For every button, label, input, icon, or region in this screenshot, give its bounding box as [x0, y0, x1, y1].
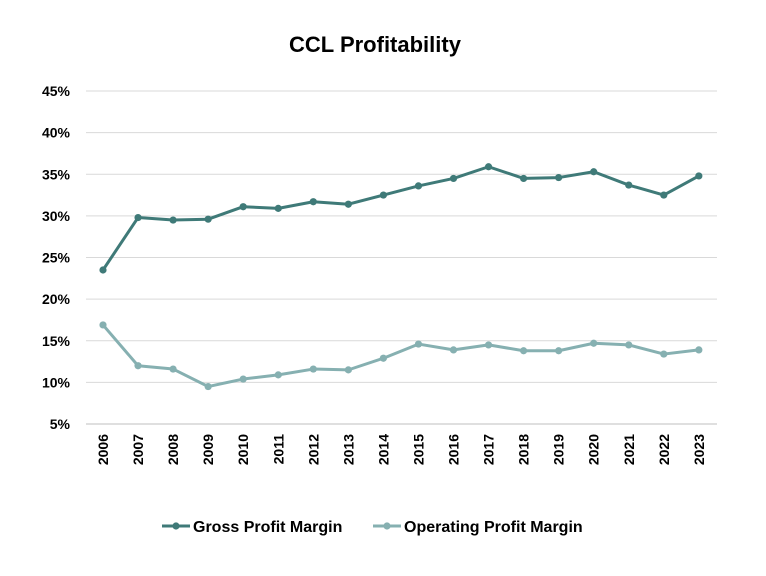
- legend-label: Gross Profit Margin: [193, 519, 342, 536]
- y-tick-label: 25%: [42, 250, 71, 266]
- y-tick-label: 5%: [50, 416, 71, 432]
- data-point: [344, 366, 352, 374]
- data-point: [520, 174, 528, 183]
- y-tick-label: 35%: [42, 166, 71, 182]
- legend-item: Operating Profit Margin: [373, 519, 583, 536]
- series-operating-profit-margin: [99, 321, 703, 391]
- x-tick-label: 2018: [516, 434, 532, 465]
- data-point: [274, 371, 282, 379]
- x-tick-label: 2020: [586, 434, 602, 465]
- y-tick-label: 45%: [42, 83, 71, 99]
- data-point: [169, 365, 177, 373]
- data-point: [695, 172, 703, 180]
- data-point: [309, 365, 317, 373]
- x-tick-label: 2007: [130, 434, 146, 465]
- y-tick-label: 40%: [42, 125, 71, 141]
- data-point: [344, 200, 352, 208]
- y-axis-ticks: 5% 10% 15% 20% 25% 30% 35% 40% 45%: [42, 83, 71, 432]
- data-point: [134, 213, 142, 222]
- legend-marker: [172, 522, 180, 530]
- x-tick-label: 2014: [375, 434, 391, 465]
- data-point: [204, 215, 212, 223]
- y-tick-label: 20%: [42, 291, 71, 307]
- chart-title: CCL Profitability: [289, 32, 462, 57]
- data-point: [590, 168, 598, 176]
- x-tick-label: 2023: [691, 434, 707, 465]
- data-point: [555, 347, 563, 355]
- series-group: [99, 163, 703, 391]
- legend: Gross Profit Margin Operating Profit Marg…: [162, 519, 583, 536]
- data-point: [625, 341, 633, 349]
- legend-label: Operating Profit Margin: [404, 519, 583, 536]
- data-point: [414, 182, 423, 190]
- data-point: [449, 346, 458, 354]
- x-tick-label: 2017: [481, 434, 497, 465]
- data-point: [239, 203, 247, 211]
- data-point: [660, 350, 668, 358]
- data-point: [590, 339, 598, 347]
- data-point: [309, 198, 317, 206]
- data-point: [484, 341, 493, 349]
- x-tick-label: 2008: [165, 434, 181, 465]
- x-tick-label: 2016: [446, 434, 462, 465]
- y-tick-label: 30%: [42, 208, 71, 224]
- series-line: [101, 323, 700, 389]
- x-tick-label: 2006: [95, 434, 111, 465]
- data-point: [555, 173, 563, 182]
- data-point: [134, 362, 142, 370]
- data-point: [99, 321, 107, 329]
- x-tick-label: 2012: [305, 434, 321, 465]
- series-line: [101, 165, 700, 271]
- y-tick-label: 10%: [42, 374, 71, 390]
- legend-item: Gross Profit Margin: [162, 519, 342, 536]
- data-point: [625, 181, 633, 189]
- x-tick-label: 2022: [656, 434, 672, 465]
- data-point: [169, 216, 177, 224]
- data-point: [274, 204, 282, 212]
- data-point: [414, 340, 423, 348]
- data-point: [239, 375, 247, 383]
- x-tick-label: 2021: [621, 434, 637, 465]
- x-tick-label: 2019: [551, 434, 567, 465]
- x-tick-label: 2015: [410, 434, 426, 465]
- legend-marker: [383, 522, 391, 530]
- y-tick-label: 15%: [42, 333, 71, 349]
- data-point: [204, 382, 212, 391]
- series-gross-profit-margin: [99, 163, 703, 274]
- data-point: [449, 174, 458, 183]
- x-axis-ticks: 2006 2007 2008 2009 2010 2011 2012 2013 2014 2015…: [95, 434, 707, 465]
- data-point: [484, 163, 493, 171]
- data-point: [520, 347, 528, 355]
- data-point: [695, 346, 703, 354]
- x-tick-label: 2009: [200, 434, 216, 465]
- data-point: [660, 191, 668, 199]
- x-tick-label: 2011: [270, 434, 286, 465]
- data-point: [379, 191, 387, 199]
- x-tick-label: 2010: [235, 434, 251, 465]
- data-point: [99, 266, 107, 274]
- gridlines: [86, 90, 717, 425]
- data-point: [379, 354, 387, 362]
- x-tick-label: 2013: [340, 434, 356, 465]
